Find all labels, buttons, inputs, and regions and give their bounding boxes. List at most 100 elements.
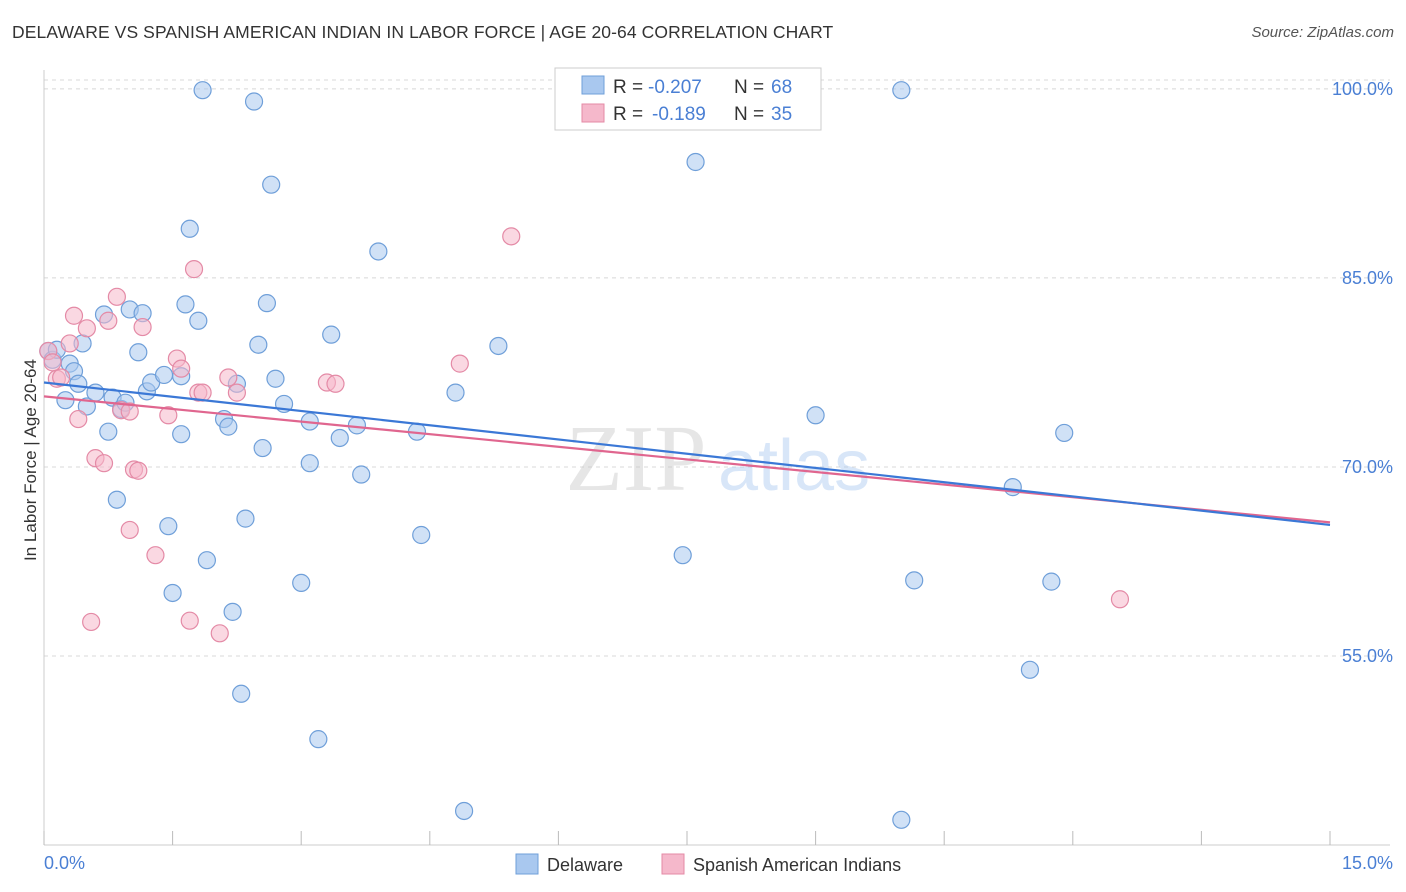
legend-label-spanish: Spanish American Indians xyxy=(693,855,901,875)
spanish-point xyxy=(43,353,62,372)
delaware-point xyxy=(673,546,692,565)
delaware-point xyxy=(223,602,242,621)
delaware-point xyxy=(107,490,126,509)
delaware-point xyxy=(99,422,118,441)
delaware-point xyxy=(249,335,268,354)
y-tick-label: 85.0% xyxy=(1342,268,1393,288)
spanish-point xyxy=(1110,590,1130,609)
spanish-point xyxy=(69,409,88,429)
spanish-point xyxy=(120,520,139,540)
delaware-point xyxy=(159,517,178,536)
stats-r-value-2: -0.189 xyxy=(652,104,706,125)
spanish-point xyxy=(219,368,238,387)
spanish-point xyxy=(107,287,126,306)
delaware-point xyxy=(197,551,216,570)
stats-r-label-1: R = xyxy=(613,77,643,98)
stats-r-label-2: R = xyxy=(613,104,643,125)
legend-swatch-spanish xyxy=(661,853,685,875)
spanish-point xyxy=(77,319,96,338)
spanish-point xyxy=(129,461,148,480)
legend-label-delaware: Delaware xyxy=(547,855,623,875)
spanish-point xyxy=(52,368,71,387)
delaware-point xyxy=(905,571,924,590)
tick-labels: 55.0% 70.0% 85.0% 100.0% 0.0% 15.0% xyxy=(44,79,1393,873)
delaware-point xyxy=(1055,423,1074,443)
spanish-point xyxy=(133,317,152,337)
delaware-point xyxy=(172,425,191,444)
x-tick-label: 15.0% xyxy=(1342,853,1393,873)
delaware-point xyxy=(180,219,199,238)
delaware-point xyxy=(163,583,182,603)
stats-swatch-delaware xyxy=(581,75,605,95)
spanish-point xyxy=(450,354,469,373)
chart-title: DELAWARE VS SPANISH AMERICAN INDIAN IN L… xyxy=(12,22,834,42)
stats-box: R = -0.207 N = 68 R = -0.189 N = 35 xyxy=(554,67,822,131)
delaware-point xyxy=(686,152,705,172)
stats-n-value-2: 35 xyxy=(771,104,792,125)
delaware-point xyxy=(454,801,474,821)
spanish-point xyxy=(82,612,101,632)
y-tick-label: 100.0% xyxy=(1332,79,1393,99)
spanish-point xyxy=(146,546,165,565)
spanish-point xyxy=(172,359,191,378)
delaware-point xyxy=(892,810,911,829)
axes xyxy=(43,70,1390,846)
delaware-point xyxy=(352,465,371,484)
delaware-point xyxy=(69,374,88,393)
delaware-point xyxy=(412,525,431,545)
spanish-point xyxy=(184,260,204,279)
spanish-point xyxy=(502,227,521,246)
delaware-point xyxy=(1020,660,1040,679)
delaware-point xyxy=(300,454,319,473)
delaware-point xyxy=(446,383,465,402)
delaware-trend-line xyxy=(43,381,1331,527)
spanish-point xyxy=(227,383,246,402)
stats-r-value-1: -0.207 xyxy=(648,77,702,98)
spanish-point xyxy=(180,611,199,630)
delaware-point xyxy=(1003,478,1022,497)
spanish-point xyxy=(159,406,178,425)
legend-swatch-delaware xyxy=(515,853,539,875)
watermark: ZIP atlas xyxy=(566,407,871,511)
y-tick-label: 70.0% xyxy=(1342,457,1393,477)
delaware-point xyxy=(489,336,508,356)
stats-n-label-2: N = xyxy=(734,104,764,125)
delaware-point xyxy=(1042,572,1061,591)
delaware-point xyxy=(262,175,281,194)
spanish-point xyxy=(99,311,118,330)
spanish-point xyxy=(326,374,345,393)
x-tick-label: 0.0% xyxy=(44,853,85,873)
stats-n-label-1: N = xyxy=(734,77,764,98)
delaware-point xyxy=(330,428,349,448)
delaware-point xyxy=(266,369,285,388)
delaware-point xyxy=(236,509,255,528)
delaware-point xyxy=(77,397,96,416)
stats-swatch-spanish xyxy=(581,103,605,123)
grid-lines xyxy=(44,79,1390,657)
delaware-point xyxy=(257,294,277,313)
delaware-point xyxy=(322,325,341,344)
delaware-point xyxy=(129,343,148,362)
delaware-point xyxy=(193,81,212,100)
spanish-point xyxy=(94,454,114,473)
delaware-point xyxy=(892,81,911,100)
delaware-point xyxy=(292,573,311,592)
delaware-point xyxy=(806,406,825,425)
legend: Delaware Spanish American Indians xyxy=(515,853,901,875)
spanish-point xyxy=(64,306,84,325)
trend-lines xyxy=(43,381,1331,527)
delaware-point xyxy=(176,295,195,314)
delaware-point xyxy=(244,92,264,111)
y-tick-label: 55.0% xyxy=(1342,646,1393,666)
delaware-point xyxy=(309,730,328,749)
y-axis-label: In Labor Force | Age 20-64 xyxy=(21,359,40,561)
spanish-point xyxy=(210,624,229,643)
delaware-point xyxy=(369,242,388,261)
source-credit: Source: ZipAtlas.com xyxy=(1251,24,1394,41)
stats-n-value-1: 68 xyxy=(771,77,792,98)
delaware-point xyxy=(154,365,174,385)
spanish-point xyxy=(60,334,79,353)
delaware-point xyxy=(253,438,272,458)
delaware-point xyxy=(219,417,238,436)
